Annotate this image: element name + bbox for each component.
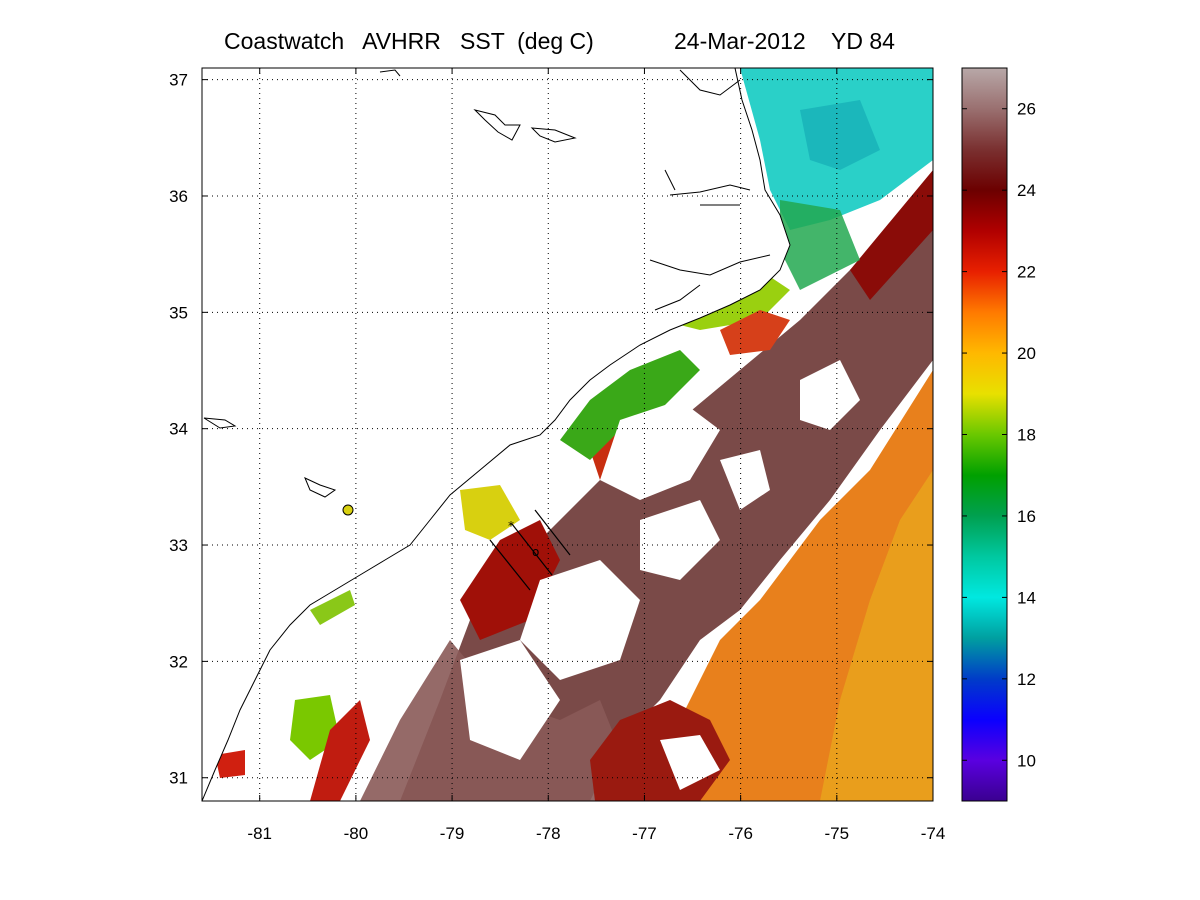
sst-field: * o — [202, 68, 933, 801]
station-marker-2: o — [532, 545, 539, 559]
colorbar-tick-label: 24 — [1017, 181, 1036, 200]
coastline — [202, 68, 791, 801]
x-tick-label: -77 — [632, 824, 657, 843]
sst-green-shelf — [560, 350, 700, 460]
cloud-mask-4 — [640, 500, 720, 580]
sst-patch-ga-red — [310, 700, 370, 801]
colorbar-fill — [962, 68, 1007, 801]
title-date: 24-Mar-2012 — [674, 28, 806, 54]
x-tick-label: -76 — [728, 824, 753, 843]
y-tick-label: 34 — [169, 420, 188, 439]
inland-lake-2 — [530, 127, 577, 143]
y-tick-label: 36 — [169, 187, 188, 206]
cloud-mask-6 — [720, 450, 770, 510]
transect-line-3 — [534, 509, 571, 556]
title-yearday: YD 84 — [831, 28, 895, 54]
colorbar-tick-label: 16 — [1017, 507, 1036, 526]
title-product: Coastwatch AVHRR SST (deg C) — [224, 28, 594, 54]
colorbar-tick-label: 18 — [1017, 426, 1036, 445]
inland-lake-5 — [379, 69, 401, 77]
transect-line-1 — [489, 539, 531, 591]
cloud-mask-2 — [520, 560, 640, 680]
x-tick-label: -81 — [247, 824, 272, 843]
colorbar-tick-label: 20 — [1017, 344, 1036, 363]
colorbar-tick-label: 10 — [1017, 751, 1036, 770]
sst-red-onslow — [720, 310, 790, 355]
colorbar-tick-label: 14 — [1017, 588, 1036, 607]
colorbar-tick-label: 22 — [1017, 263, 1036, 282]
y-tick-label: 37 — [169, 71, 188, 90]
albemarle-sound — [664, 169, 751, 206]
sst-cyan-deep — [800, 100, 880, 170]
y-tick-label: 33 — [169, 536, 188, 555]
colorbar-tick-label: 12 — [1017, 670, 1036, 689]
x-tick-label: -78 — [536, 824, 561, 843]
sst-patch-sc-green — [310, 590, 355, 625]
sst-offshore-yellow — [820, 470, 933, 801]
map-area: * o -81 -80 -79 -78 -77 -76 -75 -74 31 32 33 34 35 36… — [169, 67, 945, 843]
x-tick-label: -79 — [440, 824, 465, 843]
station-marker-1: * — [508, 519, 514, 533]
chesapeake-tidewater — [679, 69, 741, 96]
colorbar-tick-label: 26 — [1017, 100, 1036, 119]
pamlico-sound — [649, 254, 771, 311]
y-tick-label: 31 — [169, 769, 188, 788]
inland-lake-6 — [342, 504, 354, 516]
inland-lake-1 — [473, 109, 521, 141]
y-tick-label: 32 — [169, 652, 188, 671]
map-title: Coastwatch AVHRR SST (deg C) 24-Mar-2012… — [0, 28, 1200, 58]
cloud-mask-3 — [460, 640, 560, 760]
sst-patch-fl-red — [215, 750, 245, 778]
colorbar-ticks: 10 12 14 16 18 20 22 24 26 — [962, 100, 1036, 770]
graticule — [202, 68, 934, 801]
map-frame — [201, 67, 934, 802]
x-tick-label: -80 — [344, 824, 369, 843]
colorbar: 10 12 14 16 18 20 22 24 26 — [961, 67, 1036, 802]
sst-red-northwall — [850, 170, 933, 300]
x-tick-label: -74 — [921, 824, 946, 843]
cloud-mask-5 — [800, 360, 860, 430]
inland-lake-3 — [304, 477, 337, 498]
axis-ticks: -81 -80 -79 -78 -77 -76 -75 -74 31 32 33 34 35 36 37 — [169, 68, 945, 843]
cloud-mask-1 — [600, 400, 720, 500]
sst-patch-sc-yellow — [460, 485, 520, 540]
y-tick-label: 35 — [169, 303, 188, 322]
x-tick-label: -75 — [825, 824, 850, 843]
sst-green-north-shelf — [780, 200, 860, 290]
inland-lake-4 — [203, 417, 237, 429]
cloud-mask-7 — [660, 735, 720, 790]
transect-line-2 — [511, 523, 553, 576]
